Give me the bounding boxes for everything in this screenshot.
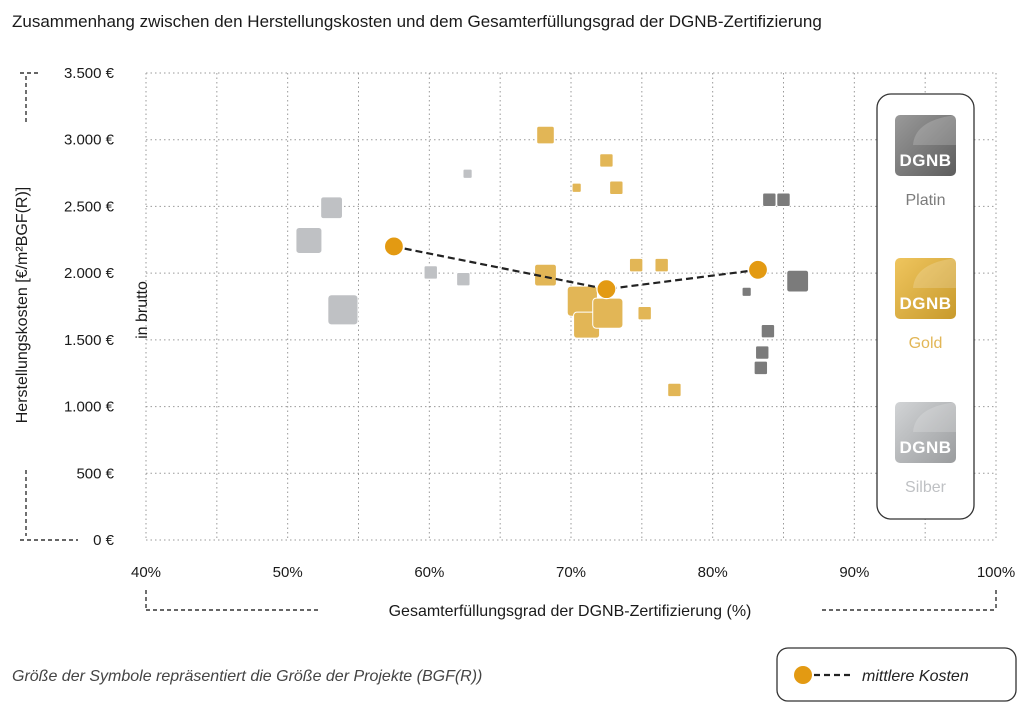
point-platin [786,269,810,293]
y-tick-label: 1.000 € [64,399,115,416]
x-tick-label: 90% [839,564,869,581]
y-tick-label: 3.000 € [64,132,115,149]
point-silber [456,271,471,287]
x-axis: 40% 50% 60% 70% 80% 90% 100% [131,564,1015,581]
point-silber [423,265,438,280]
legend-item-gold: DGNB Gold [895,258,956,352]
x-tick-label: 80% [698,564,728,581]
mean-series [383,236,769,300]
mean-line [393,245,759,291]
data-points [295,125,810,398]
dgnb-badge-icon [895,258,956,319]
point-platin [741,286,752,297]
chart-title: Zusammenhang zwischen den Herstellungsko… [12,12,822,31]
point-gold [571,182,582,193]
size-note: Größe der Symbole repräsentiert die Größ… [12,668,482,685]
x-tick-label: 100% [977,564,1015,581]
mean-point [596,279,617,300]
x-axis-label: Gesamterfüllungsgrad der DGNB-Zertifizie… [389,603,752,620]
point-gold [628,257,644,273]
mean-legend-label: mittlere Kosten [862,668,969,685]
y-tick-label: 500 € [76,465,114,482]
legend-label-platin: Platin [905,192,945,209]
point-gold [609,180,624,195]
x-tick-label: 40% [131,564,161,581]
point-silber [320,196,343,220]
mean-legend: mittlere Kosten [776,647,1017,702]
point-silber [327,294,359,326]
point-silber [462,168,473,179]
mean-point [383,236,405,257]
point-platin [753,360,769,376]
x-axis-bracket [145,590,997,611]
x-tick-label: 70% [556,564,586,581]
legend: DGNB Platin DGNB Gold DGNB Silber [876,93,975,520]
y-axis-label: Herstellungskosten [€/m²BGF(R)] [14,187,31,424]
point-silber [295,226,323,254]
y-axis: 0 € 500 € 1.000 € 1.500 € 2.000 € 2.500 € 3.00… [64,65,115,549]
point-gold [599,153,614,168]
mean-legend-marker [794,666,812,684]
mean-point [747,259,769,280]
dgnb-badge-label: DGNB [899,438,951,457]
x-tick-label: 60% [414,564,444,581]
x-tick-label: 50% [273,564,303,581]
y-tick-label: 2.000 € [64,265,115,282]
dgnb-badge-label: DGNB [899,294,951,313]
point-gold [637,305,652,321]
point-platin [760,323,776,339]
point-platin [762,192,777,207]
point-platin [755,345,770,360]
point-platin [776,192,791,207]
legend-item-platin: DGNB Platin [895,115,956,209]
point-gold [592,297,624,329]
legend-item-silber: DGNB Silber [895,402,956,496]
y-tick-label: 3.500 € [64,65,115,82]
y-axis-sublabel: in brutto [134,281,151,339]
point-gold [654,257,669,273]
dgnb-badge-label: DGNB [899,151,951,170]
y-tick-label: 0 € [93,532,115,549]
dgnb-badge-icon [895,402,956,463]
legend-label-gold: Gold [909,335,943,352]
y-axis-bracket [20,72,78,541]
y-tick-label: 1.500 € [64,332,115,349]
dgnb-badge-icon [895,115,956,176]
point-gold [667,382,682,398]
legend-label-silber: Silber [905,479,947,496]
point-gold [536,125,555,145]
y-tick-label: 2.500 € [64,198,115,215]
